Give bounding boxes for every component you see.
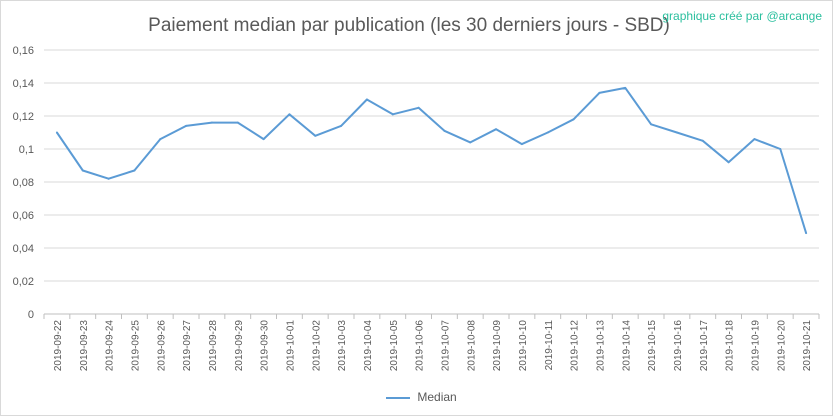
chart-title: Paiement median par publication (les 30 … bbox=[148, 15, 670, 36]
x-tick-label: 2019-10-01 bbox=[285, 320, 296, 372]
data-point bbox=[727, 161, 730, 164]
y-tick-label: 0,08 bbox=[13, 177, 34, 189]
data-point bbox=[365, 98, 368, 101]
y-tick-label: 0,04 bbox=[13, 243, 34, 255]
y-tick-label: 0 bbox=[28, 309, 34, 321]
data-point bbox=[340, 124, 343, 127]
y-tick-label: 0,14 bbox=[13, 78, 34, 90]
data-point bbox=[572, 118, 575, 121]
x-tick-label: 2019-10-05 bbox=[389, 320, 400, 372]
data-point bbox=[159, 138, 162, 141]
y-tick-label: 0,06 bbox=[13, 210, 34, 222]
x-tick-label: 2019-10-08 bbox=[466, 320, 477, 372]
data-point bbox=[520, 143, 523, 146]
x-tick-label: 2019-09-22 bbox=[53, 320, 64, 372]
x-tick-label: 2019-10-07 bbox=[440, 320, 451, 372]
x-tick-label: 2019-09-26 bbox=[156, 320, 167, 372]
x-tick-label: 2019-09-25 bbox=[130, 320, 141, 372]
y-tick-label: 0,1 bbox=[19, 144, 34, 156]
legend-swatch-median bbox=[386, 396, 410, 399]
data-point bbox=[495, 128, 498, 131]
x-tick-label: 2019-10-19 bbox=[750, 320, 761, 372]
data-point bbox=[779, 148, 782, 150]
legend-label-median: Median bbox=[417, 390, 457, 404]
data-point bbox=[546, 131, 549, 134]
x-tick-label: 2019-10-13 bbox=[595, 320, 606, 372]
x-tick-label: 2019-10-04 bbox=[363, 320, 374, 372]
y-tick-label: 0,16 bbox=[13, 45, 34, 57]
x-tick-label: 2019-10-14 bbox=[621, 320, 632, 372]
x-tick-label: 2019-09-27 bbox=[182, 320, 193, 372]
data-point bbox=[443, 129, 446, 132]
data-point bbox=[55, 131, 58, 134]
data-point bbox=[314, 134, 317, 137]
data-point bbox=[107, 177, 110, 180]
x-tick-label: 2019-10-17 bbox=[699, 320, 710, 372]
x-tick-label: 2019-09-24 bbox=[105, 320, 116, 372]
data-point bbox=[675, 131, 678, 134]
x-tick-label: 2019-10-21 bbox=[802, 320, 813, 372]
data-point bbox=[81, 169, 84, 172]
x-tick-label: 2019-10-18 bbox=[725, 320, 736, 372]
data-point bbox=[624, 86, 627, 89]
x-tick-label: 2019-10-09 bbox=[492, 320, 503, 372]
x-tick-label: 2019-09-23 bbox=[79, 320, 90, 372]
data-point bbox=[288, 113, 291, 116]
x-tick-label: 2019-10-03 bbox=[337, 320, 348, 372]
data-point bbox=[391, 113, 394, 116]
x-tick-label: 2019-10-12 bbox=[570, 320, 581, 372]
chart-credit: graphique créé par @arcange bbox=[662, 9, 822, 23]
data-point bbox=[701, 139, 704, 142]
data-point bbox=[805, 232, 808, 235]
x-tick-label: 2019-10-16 bbox=[673, 320, 684, 372]
y-tick-label: 0,12 bbox=[13, 111, 34, 123]
data-point bbox=[262, 138, 265, 141]
data-point bbox=[753, 138, 756, 141]
data-point bbox=[185, 124, 188, 127]
data-point bbox=[417, 106, 420, 109]
x-tick-label: 2019-09-29 bbox=[234, 320, 245, 372]
data-point bbox=[598, 91, 601, 94]
x-tick-label: 2019-10-02 bbox=[311, 320, 322, 372]
data-point bbox=[133, 169, 136, 172]
x-tick-label: 2019-10-06 bbox=[415, 320, 426, 372]
chart-legend: Median bbox=[386, 390, 457, 404]
data-point bbox=[650, 123, 653, 126]
x-tick-label: 2019-10-15 bbox=[647, 320, 658, 372]
data-point bbox=[469, 141, 472, 144]
data-point bbox=[210, 121, 213, 124]
x-tick-label: 2019-09-28 bbox=[208, 320, 219, 372]
x-tick-label: 2019-10-10 bbox=[518, 320, 529, 372]
series-line-median bbox=[56, 86, 808, 234]
y-tick-label: 0,02 bbox=[13, 276, 34, 288]
x-tick-label: 2019-10-20 bbox=[776, 320, 787, 372]
x-tick-label: 2019-10-11 bbox=[544, 320, 555, 371]
data-point bbox=[236, 121, 239, 124]
x-tick-label: 2019-09-30 bbox=[260, 320, 271, 372]
